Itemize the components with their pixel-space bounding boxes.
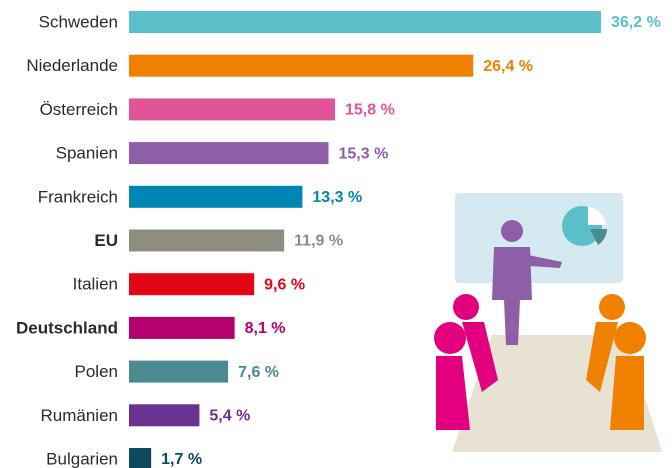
- bar: [129, 54, 474, 77]
- bar: [129, 360, 229, 383]
- bar: [129, 273, 255, 296]
- value-label: 9,6 %: [264, 276, 305, 293]
- value-label: 7,6 %: [238, 364, 279, 381]
- value-label: 13,3 %: [312, 189, 362, 206]
- category-label: EU: [94, 231, 118, 250]
- illustration: [434, 193, 662, 452]
- bar: [129, 404, 200, 427]
- value-label: 8,1 %: [245, 320, 286, 337]
- category-label: Österreich: [40, 100, 118, 119]
- bar: [129, 11, 601, 33]
- value-label: 15,8 %: [345, 102, 395, 119]
- value-label: 1,7 %: [161, 451, 202, 468]
- category-label: Polen: [75, 362, 118, 381]
- value-label: 36,2 %: [611, 14, 661, 31]
- category-label: Spanien: [56, 144, 118, 163]
- category-label: Bulgarien: [46, 449, 118, 468]
- category-label: Frankreich: [38, 187, 118, 206]
- category-label: Deutschland: [16, 318, 118, 337]
- value-label: 5,4 %: [209, 408, 250, 425]
- value-label: 26,4 %: [483, 58, 533, 75]
- bar: [129, 142, 329, 165]
- bar: [129, 185, 303, 208]
- value-label: 11,9 %: [294, 233, 343, 250]
- category-label: Rumänien: [41, 406, 119, 425]
- category-label: Niederlande: [26, 56, 118, 75]
- value-label: 15,3 %: [338, 145, 388, 162]
- bar: [129, 98, 336, 121]
- category-label: Schweden: [39, 12, 118, 31]
- bar: [129, 448, 152, 468]
- bar: [129, 316, 235, 339]
- bar: [129, 229, 285, 252]
- category-label: Italien: [73, 275, 118, 294]
